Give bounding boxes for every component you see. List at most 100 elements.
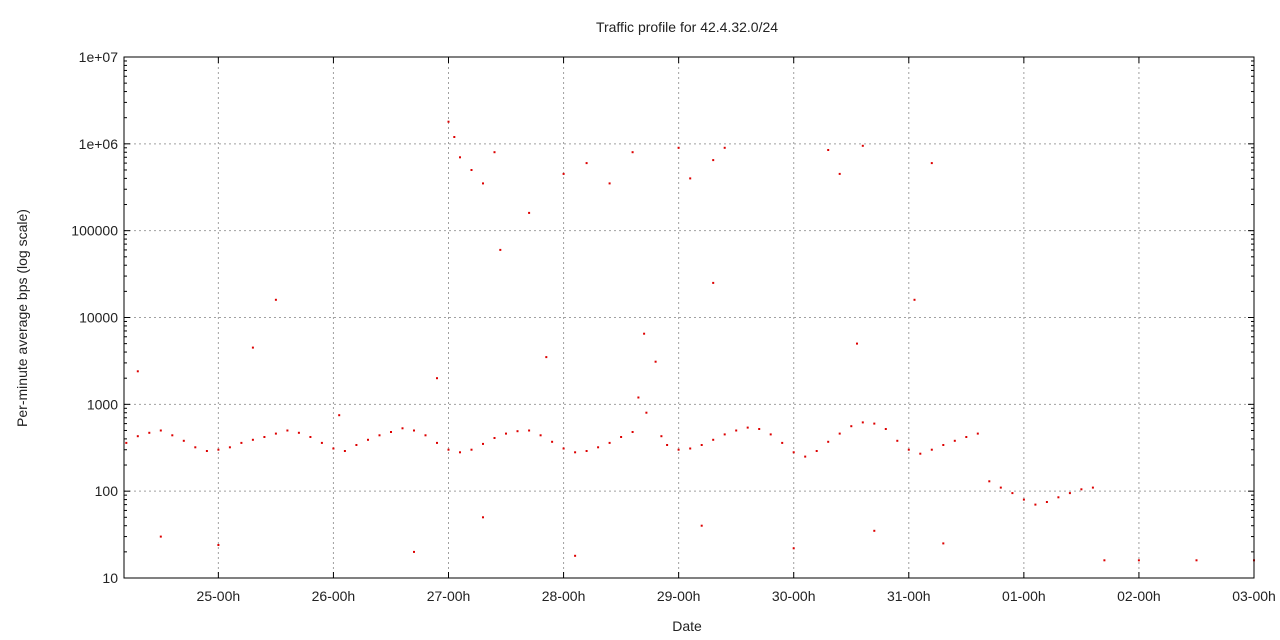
- data-point: [930, 162, 933, 165]
- data-point: [608, 441, 611, 444]
- data-point: [620, 436, 623, 438]
- data-point: [666, 444, 669, 446]
- x-tick-label: 25-00h: [197, 588, 241, 604]
- data-point: [297, 431, 300, 434]
- data-point: [401, 427, 404, 430]
- data-point: [735, 429, 738, 432]
- data-point: [447, 448, 450, 451]
- data-point: [585, 450, 588, 452]
- data-point: [930, 448, 933, 451]
- data-point: [827, 440, 830, 443]
- data-point: [459, 156, 461, 159]
- data-point: [436, 441, 438, 444]
- data-point: [660, 435, 663, 438]
- x-tick-labels: 25-00h 26-00h 27-00h 28-00h 29-00h 30-00h 31-0…: [197, 588, 1276, 604]
- data-point: [251, 346, 254, 349]
- data-point: [942, 542, 945, 545]
- data-point: [159, 535, 162, 538]
- data-point: [217, 544, 220, 546]
- data-point: [769, 433, 772, 436]
- data-point: [643, 332, 646, 335]
- x-axis-label: Date: [672, 618, 702, 634]
- data-point: [608, 182, 611, 185]
- x-tick-label: 02-00h: [1117, 588, 1161, 604]
- data-point: [942, 444, 945, 446]
- data-point: [470, 448, 473, 451]
- data-point: [1103, 559, 1106, 562]
- data-point: [700, 444, 703, 446]
- data-point: [286, 429, 289, 432]
- x-tick-label: 30-00h: [772, 588, 816, 604]
- data-point: [850, 425, 853, 428]
- data-point: [1034, 503, 1037, 506]
- data-point: [919, 452, 922, 455]
- data-point: [712, 438, 715, 441]
- data-point: [1057, 496, 1060, 499]
- data-point: [723, 433, 726, 436]
- data-point: [274, 298, 277, 301]
- data-point: [378, 434, 381, 437]
- data-point: [873, 529, 876, 532]
- data-point: [528, 211, 531, 214]
- data-point: [631, 431, 634, 433]
- data-point: [792, 451, 795, 454]
- data-point: [999, 486, 1002, 489]
- axis-ticks: [124, 56, 1255, 579]
- data-point: [585, 162, 588, 165]
- data-point: [251, 438, 254, 441]
- chart-title: Traffic profile for 42.4.32.0/24: [596, 19, 778, 35]
- y-tick-label: 10000: [79, 310, 118, 326]
- data-point: [907, 448, 910, 451]
- y-axis-label: Per-minute average bps (log scale): [14, 209, 30, 427]
- data-point: [205, 450, 208, 452]
- data-point: [884, 428, 887, 430]
- data-point: [861, 421, 864, 424]
- x-tick-label: 03-00h: [1232, 588, 1276, 604]
- y-tick-label: 10: [102, 570, 118, 586]
- data-point: [436, 377, 438, 380]
- data-point: [338, 414, 341, 417]
- data-point: [677, 146, 680, 149]
- data-point: [136, 435, 139, 438]
- data-point: [815, 450, 818, 452]
- data-point: [274, 432, 277, 435]
- data-point: [1195, 559, 1198, 562]
- data-point: [413, 550, 415, 553]
- data-point: [645, 411, 648, 414]
- y-tick-label: 1000: [87, 396, 118, 412]
- data-point: [712, 159, 715, 162]
- data-point: [125, 441, 128, 444]
- data-point: [804, 455, 807, 458]
- y-tick-label: 1e+07: [79, 49, 119, 65]
- data-point: [413, 429, 415, 432]
- data-point: [482, 442, 484, 445]
- data-point: [597, 446, 600, 449]
- x-tick-label: 31-00h: [887, 588, 931, 604]
- data-point: [654, 360, 657, 363]
- data-point: [424, 434, 427, 437]
- data-point: [217, 448, 220, 451]
- data-point: [1022, 498, 1025, 501]
- data-point: [758, 428, 761, 430]
- data-point: [637, 396, 640, 399]
- y-tick-label: 100: [95, 483, 119, 499]
- y-tick-label: 1e+06: [79, 136, 119, 152]
- data-point: [856, 342, 858, 345]
- data-point: [677, 448, 680, 451]
- data-point: [976, 432, 979, 435]
- data-point: [447, 120, 450, 123]
- data-point: [574, 554, 577, 557]
- data-point: [332, 447, 335, 450]
- data-point: [482, 182, 484, 185]
- data-point: [827, 149, 830, 151]
- data-point: [689, 177, 692, 180]
- data-point: [700, 524, 703, 527]
- data-point: [493, 151, 496, 154]
- data-point: [228, 446, 231, 449]
- data-point: [712, 281, 715, 284]
- data-point: [723, 146, 726, 149]
- data-point: [988, 480, 991, 483]
- data-point: [136, 370, 139, 373]
